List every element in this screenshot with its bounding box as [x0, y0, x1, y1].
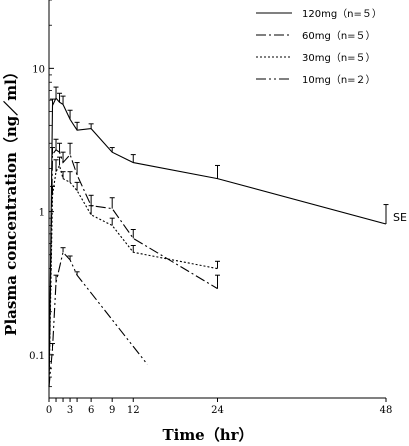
legend-label: 120mg（n=５）: [302, 8, 382, 20]
se-label: SE: [393, 211, 407, 224]
axes: 0 3 6 9 12 24 48 0.1 1 10: [29, 0, 392, 416]
legend-label: 60mg（n=５）: [302, 30, 376, 42]
x-tick-label: 48: [380, 405, 393, 416]
series-line: [48, 251, 148, 387]
legend-label: 30mg（n=５）: [302, 52, 376, 64]
x-tick-label: 9: [109, 405, 115, 416]
x-tick-label: 3: [67, 405, 73, 416]
x-axis-title: Time（hr）: [162, 426, 253, 444]
x-tick-label: 0: [46, 405, 52, 416]
series-3: [48, 247, 148, 387]
series-2: [48, 156, 220, 387]
legend-label: 10mg（n=２）: [302, 74, 376, 86]
legend: 120mg（n=５） 60mg（n=５） 30mg（n=５） 10mg（n=２）: [256, 8, 382, 86]
x-tick-label: 6: [88, 405, 94, 416]
x-tick-label: 24: [211, 405, 224, 416]
series-1: [48, 138, 220, 387]
y-tick-label: 1: [39, 208, 45, 219]
y-tick-label: 10: [32, 64, 45, 75]
x-tick-label: 12: [127, 405, 140, 416]
y-axis-title: Plasma concentration（ng／ml）: [2, 64, 20, 336]
series-line: [48, 164, 218, 387]
series-line: [48, 97, 387, 387]
series-line: [48, 149, 218, 387]
series-layer: [48, 86, 389, 387]
y-tick-label: 0.1: [29, 351, 45, 362]
series-0: [48, 86, 389, 387]
